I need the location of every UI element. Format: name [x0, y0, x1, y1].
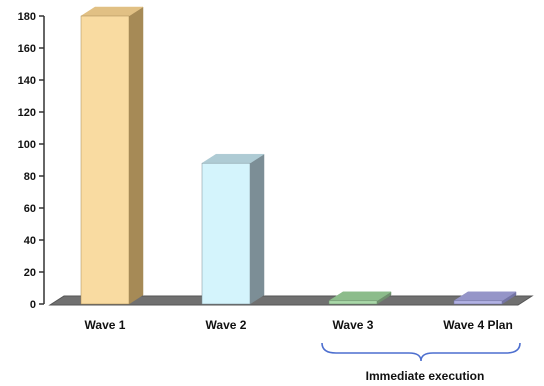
- y-tick-label: 60: [24, 203, 36, 215]
- bar-3: [328, 291, 392, 305]
- bar-1: [80, 6, 144, 305]
- bar-front: [453, 300, 503, 305]
- bar-side: [128, 6, 144, 305]
- y-axis-ticks: 0 20 40 60 80 100 120 140 160 180: [18, 11, 44, 311]
- annotation-label: Immediate execution: [366, 369, 485, 383]
- x-category-label: Wave 1: [85, 318, 126, 332]
- bar-front: [328, 300, 378, 305]
- bar-front: [201, 162, 251, 305]
- y-tick-label: 120: [18, 107, 36, 119]
- chart-floor: [48, 295, 534, 306]
- bar-4: [453, 291, 517, 305]
- bars: [80, 6, 517, 305]
- y-tick-label: 140: [18, 75, 36, 87]
- bar-front: [80, 15, 130, 305]
- x-category-label: Wave 2: [206, 318, 247, 332]
- y-tick-label: 180: [18, 11, 36, 23]
- bar-2: [201, 153, 265, 305]
- y-tick-label: 0: [30, 299, 36, 311]
- x-axis-labels: Wave 1 Wave 2 Wave 3 Wave 4 Plan: [85, 318, 513, 332]
- y-tick-label: 20: [24, 267, 36, 279]
- y-tick-label: 160: [18, 43, 36, 55]
- bar-side: [249, 153, 265, 305]
- y-tick-label: 80: [24, 171, 36, 183]
- y-tick-label: 100: [18, 139, 36, 151]
- x-category-label: Wave 3: [333, 318, 374, 332]
- annotation-bracket: [321, 342, 521, 362]
- x-category-label: Wave 4 Plan: [443, 318, 513, 332]
- y-tick-label: 40: [24, 235, 36, 247]
